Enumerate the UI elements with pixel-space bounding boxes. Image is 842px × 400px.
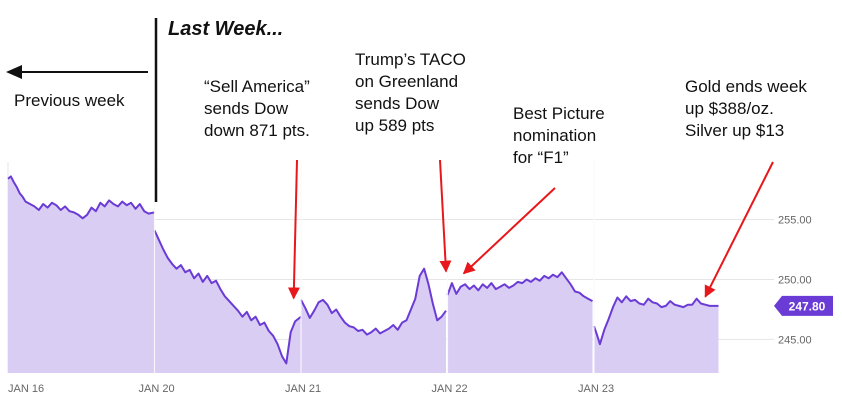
y-tick-label: 255.00 [778,215,812,227]
annotation-line: Best Picture [513,104,605,123]
area-segment [301,268,446,373]
line-segment [300,267,447,336]
annotation-line: for “F1” [513,148,569,167]
last-value-label: 247.80 [789,299,826,313]
previous-week-annotation: Previous week [14,91,125,110]
x-tick-label: JAN 16 [8,383,44,395]
annotation-line: sends Dow [204,99,289,118]
annotation-line: nomination [513,126,596,145]
best-picture-annotation: Best Picture nomination for “F1” [513,104,605,167]
trump-taco-annotation: Trump’s TACO on Greenland sends Dow up 589 … [355,50,466,135]
area-segment [154,230,301,373]
price-line [7,162,719,373]
annotation-line: “Sell America” [204,77,310,96]
trump-taco-arrow [439,159,452,273]
x-tick-label: JAN 21 [285,383,321,395]
annotation-line: Silver up $13 [685,121,784,140]
annotation-line: Gold ends week [685,77,807,96]
x-tick-label: JAN 23 [578,383,614,395]
annotations: Previous week “Sell America” sends Dow down… [14,50,807,300]
y-axis-ticks: 255.00 250.00 245.00 [778,215,812,347]
sell-america-arrow [287,159,300,300]
chart-title: Last Week... [168,18,283,40]
gold-silver-arrow [704,161,774,298]
area-segment [447,272,593,373]
y-tick-label: 250.00 [778,274,812,286]
annotation-line: up $388/oz. [685,99,774,118]
annotation-line: on Greenland [355,72,458,91]
last-value-badge-shape [774,295,833,316]
y-tick-label: 245.00 [778,334,812,346]
line-segment [446,271,593,302]
annotation-line: up 589 pts [355,116,434,135]
previous-week-arrowhead [6,65,22,79]
annotation-line: Trump’s TACO [355,50,466,69]
x-tick-label: JAN 22 [432,383,468,395]
line-segment [7,175,155,220]
best-picture-arrow [462,187,556,275]
x-axis-ticks: JAN 16 JAN 20 JAN 21 JAN 22 JAN 23 [8,383,614,395]
gold-silver-annotation: Gold ends week up $388/oz. Silver up $13 [685,77,807,140]
line-segment [593,295,719,346]
line-segment [153,229,302,365]
annotation-line: Previous week [14,91,125,110]
sell-america-annotation: “Sell America” sends Dow down 871 pts. [204,77,310,140]
annotation-line: sends Dow [355,94,440,113]
price-area [8,176,719,373]
x-tick-label: JAN 20 [139,383,175,395]
area-segment [594,296,719,373]
area-segment [8,176,155,373]
last-value-badge: 247.80 [774,295,833,316]
annotation-line: down 871 pts. [204,121,310,140]
